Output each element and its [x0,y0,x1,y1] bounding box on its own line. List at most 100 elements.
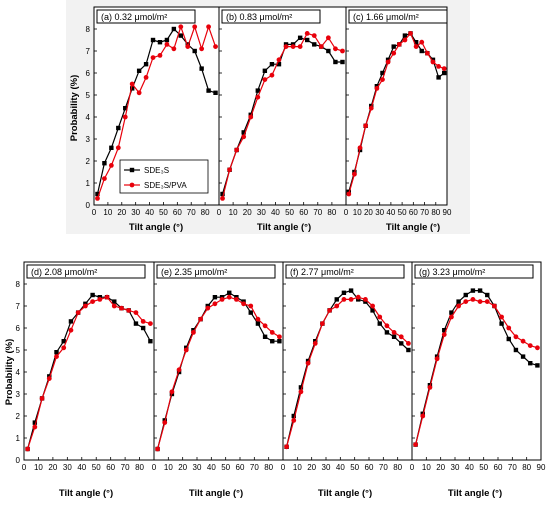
data-point [384,323,390,329]
data-point [199,46,205,52]
data-point [348,288,354,293]
panel-b: 0 10 20 30 40 50 60 70 80 (b) 0.83 μmol/m² [217,6,347,217]
data-point [520,338,526,344]
data-point [325,35,331,41]
panel-c-series-sde3s-pva [346,31,447,197]
data-point [147,321,153,326]
panel-d-frame [23,261,155,461]
data-point [283,44,289,49]
panel-b-title: (b) 0.83 μmol/m² [226,12,292,22]
panel-f-xtick-label: 60 [365,463,374,472]
data-point [327,308,332,313]
data-point [140,325,146,331]
data-point [255,88,261,93]
data-point [169,389,175,395]
data-point [346,191,352,197]
data-point [391,334,397,339]
data-point [90,299,96,304]
panel-f-xtick-label: 40 [336,463,345,472]
panel-a-xtick-label: 10 [103,208,112,217]
panel-d-ytick-label: 2 [16,412,21,421]
panel-e-xtick-label: 40 [207,463,216,472]
panel-a-ytick-label: 0 [86,201,91,210]
data-point [477,288,483,293]
data-point [470,288,476,293]
panel-f-series-sde3s-pva [284,294,411,450]
top-y-axis-label: Probability (%) [69,75,80,142]
data-point [420,413,426,419]
data-point [119,305,124,311]
data-point [320,321,325,326]
panel-e-xtick-label: 20 [178,463,187,472]
data-point [396,42,402,47]
data-point [341,297,347,302]
data-point [363,297,368,302]
data-point [213,90,218,95]
data-point [269,330,275,335]
data-point [391,50,397,56]
data-point [143,75,149,80]
data-point [199,66,204,71]
data-point [206,88,211,93]
data-point [442,328,447,333]
panel-a-xtick-label: 80 [201,208,210,217]
panel-d-xtick-label: 40 [77,463,86,472]
panel-g-xtick-label: 90 [537,463,546,472]
legend: SDE₃S SDE₃S/PVA [119,159,209,194]
data-point [370,308,375,313]
data-point [348,297,354,302]
panel-b-xtick-label: 70 [313,208,322,217]
data-point [341,290,347,295]
data-point [248,303,254,309]
data-point [385,59,391,65]
panel-d-xtick-label: 60 [106,463,115,472]
panel-a-ytick-label: 7 [86,47,91,56]
panel-c-frame [345,6,448,206]
panel-g-xtick-label: 70 [508,463,517,472]
data-point [269,72,275,78]
data-point [270,339,275,344]
panel-g-title: (g) 3.23 μmol/m² [419,267,485,277]
data-point [116,125,121,131]
data-point [424,50,430,56]
data-point [95,196,100,201]
panel-e-xtick-label: 80 [264,463,273,472]
data-point [32,424,38,430]
panel-f-title: (f) 2.77 μmol/m² [290,267,354,277]
series-line [96,28,216,195]
data-point [484,299,490,304]
data-point [312,341,318,346]
data-point [334,297,339,302]
data-point [291,413,296,419]
data-point [219,297,225,302]
data-point [234,147,240,153]
data-point [129,81,135,87]
panel-b-series-sde3s-pva [220,31,345,201]
data-point [427,385,433,390]
panel-g-xtick-label: 30 [451,463,460,472]
data-point [123,106,128,111]
panel-b-xtick-label: 10 [229,208,238,217]
data-point [162,420,168,425]
data-point [470,297,476,302]
panel-e-frame [153,261,284,461]
data-point [185,44,191,49]
data-point [68,327,74,333]
data-point [212,301,218,307]
panel-b-xtick-label: 40 [271,208,280,217]
panel-b-xtick-label: 0 [217,208,222,217]
data-point [333,46,338,52]
panel-a-xtick-label: 40 [145,208,154,217]
panel-c-xtick-label: 70 [420,208,429,217]
panel-g: 0 10 20 30 40 50 60 70 80 90 (g) 3.23 μmol/m² [410,261,546,472]
data-point [340,48,345,54]
bottom-x-axis-label-d: Tilt angle (°) [59,488,113,499]
panel-a-xtick-label: 20 [117,208,126,217]
panel-d-ytick-label: 3 [16,390,21,399]
data-point [241,130,246,135]
panel-g-xtick-label: 40 [465,463,474,472]
data-point [441,70,447,76]
panel-f-xtick-label: 50 [350,463,359,472]
data-point [391,44,396,49]
